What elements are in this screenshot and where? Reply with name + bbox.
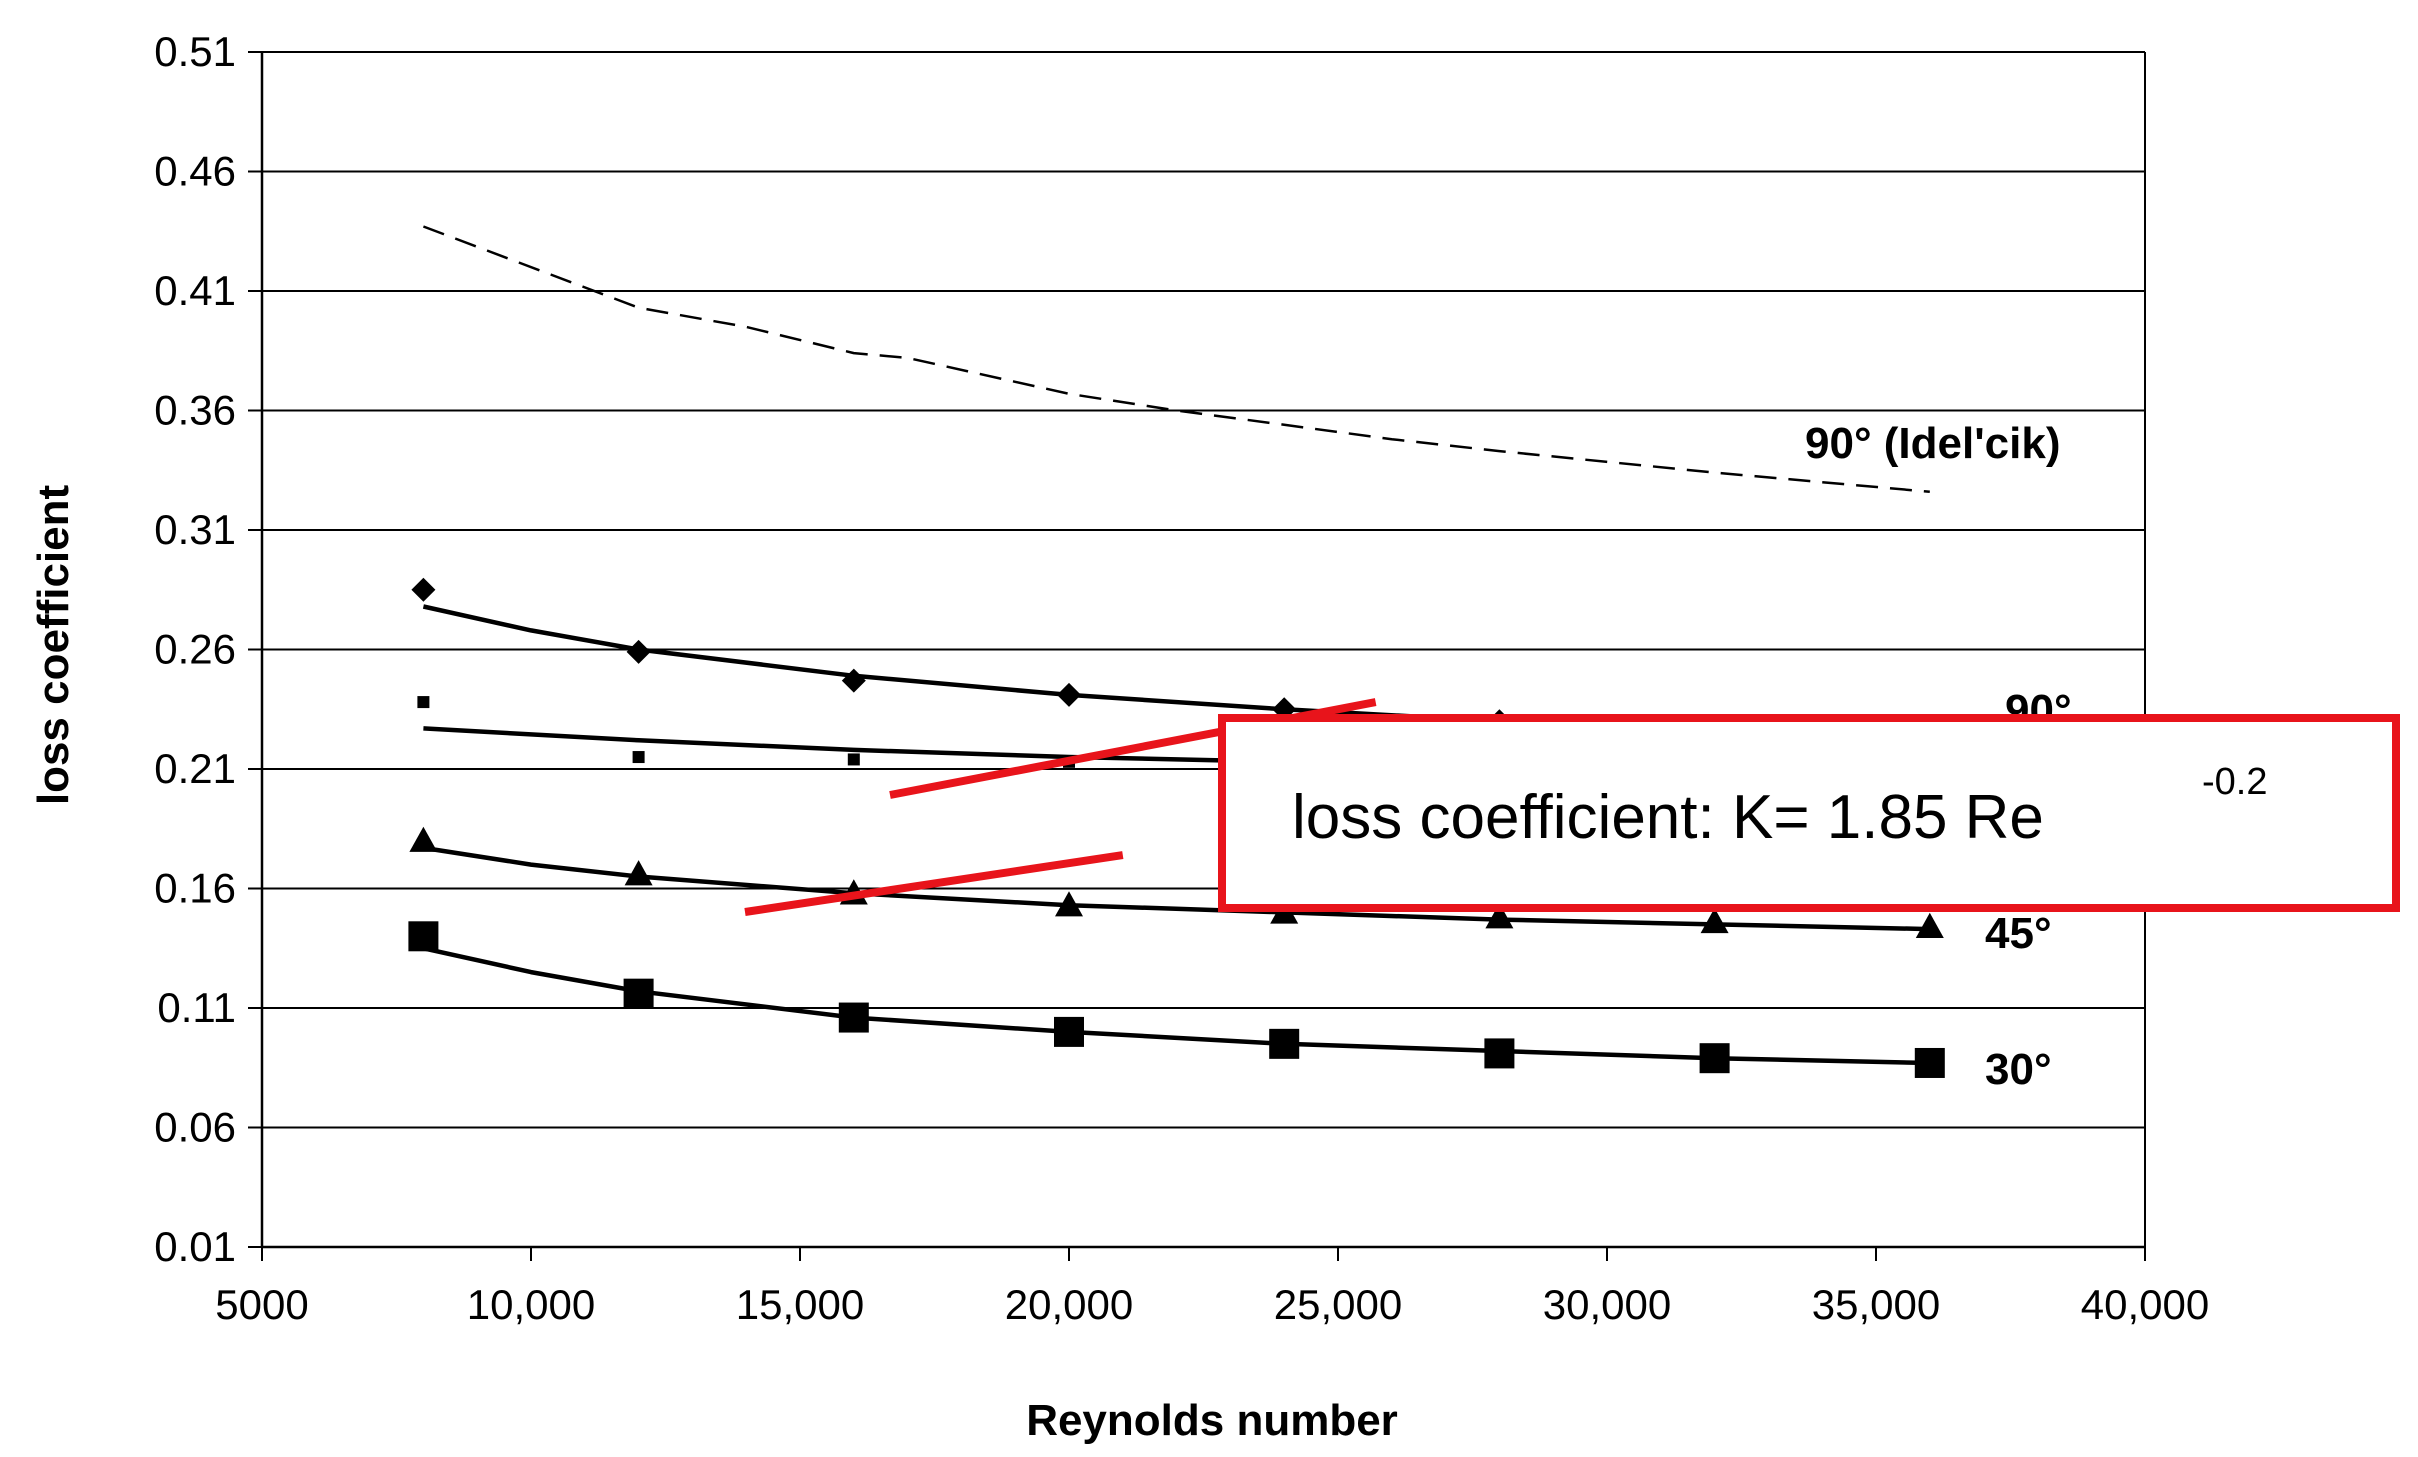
y-tick-label: 0.26 bbox=[154, 626, 236, 673]
x-tick-label: 15,000 bbox=[736, 1281, 864, 1328]
y-tick-label: 0.41 bbox=[154, 267, 236, 314]
series-90-idel-cik- bbox=[422, 225, 1930, 494]
y-tick-label: 0.36 bbox=[154, 387, 236, 434]
x-tick-label: 10,000 bbox=[467, 1281, 595, 1328]
series-label: 30° bbox=[1985, 1045, 2052, 1094]
y-tick-label: 0.06 bbox=[154, 1104, 236, 1151]
annotation-callout: loss coefficient: K= 1.85 Re -0.2 bbox=[744, 698, 2400, 916]
series-line bbox=[422, 225, 1930, 494]
x-axis-title: Reynolds number bbox=[1026, 1396, 1398, 1445]
data-point bbox=[1915, 912, 1944, 938]
annotation-text: loss coefficient: K= 1.85 Re bbox=[1292, 783, 2044, 852]
data-point bbox=[1484, 1038, 1515, 1069]
data-point bbox=[838, 1002, 869, 1033]
annotation-pointer-line bbox=[744, 851, 1124, 916]
data-point bbox=[1699, 1043, 1730, 1074]
x-tick-label: 40,000 bbox=[2081, 1281, 2209, 1328]
data-point bbox=[1700, 907, 1729, 934]
data-point bbox=[408, 921, 439, 952]
x-tick-label: 30,000 bbox=[1543, 1281, 1671, 1328]
data-point bbox=[1055, 891, 1083, 917]
data-point bbox=[847, 753, 860, 766]
grid-lines bbox=[262, 51, 2145, 1248]
data-point bbox=[624, 860, 653, 886]
axes bbox=[248, 51, 2146, 1261]
data-point bbox=[1914, 1047, 1945, 1078]
data-point bbox=[626, 639, 651, 664]
data-point bbox=[632, 751, 645, 764]
data-point bbox=[623, 978, 654, 1009]
annotation-superscript: -0.2 bbox=[2202, 761, 2267, 803]
data-point bbox=[1057, 682, 1081, 707]
data-point bbox=[411, 577, 436, 602]
x-tick-label: 5000 bbox=[215, 1281, 308, 1328]
data-point bbox=[1054, 1016, 1084, 1047]
y-axis-title: loss coefficient bbox=[29, 484, 78, 805]
data-point bbox=[841, 668, 866, 693]
data-point bbox=[1485, 903, 1514, 929]
y-tick-label: 0.31 bbox=[154, 506, 236, 553]
x-tick-label: 25,000 bbox=[1274, 1281, 1402, 1328]
data-point bbox=[409, 826, 438, 852]
y-tick-label: 0.21 bbox=[154, 745, 236, 792]
y-tick-label: 0.51 bbox=[154, 28, 236, 75]
y-tick-label: 0.01 bbox=[154, 1223, 236, 1270]
y-tick-label: 0.46 bbox=[154, 148, 236, 195]
tick-labels: 0.01 0.06 0.11 0.16 0.21 0.26 0.31 0.36 0.41 0.46… bbox=[154, 28, 2209, 1328]
y-tick-label: 0.16 bbox=[154, 865, 236, 912]
y-tick-label: 0.11 bbox=[157, 984, 236, 1031]
x-tick-label: 35,000 bbox=[1812, 1281, 1940, 1328]
annotation-box bbox=[1218, 714, 2400, 912]
series-label: 45° bbox=[1985, 909, 2052, 958]
data-point bbox=[1269, 1028, 1300, 1059]
series-label: 90° (Idel'cik) bbox=[1805, 419, 2061, 468]
series-30- bbox=[408, 921, 1945, 1078]
data-point bbox=[417, 696, 430, 709]
x-tick-label: 20,000 bbox=[1005, 1281, 1133, 1328]
